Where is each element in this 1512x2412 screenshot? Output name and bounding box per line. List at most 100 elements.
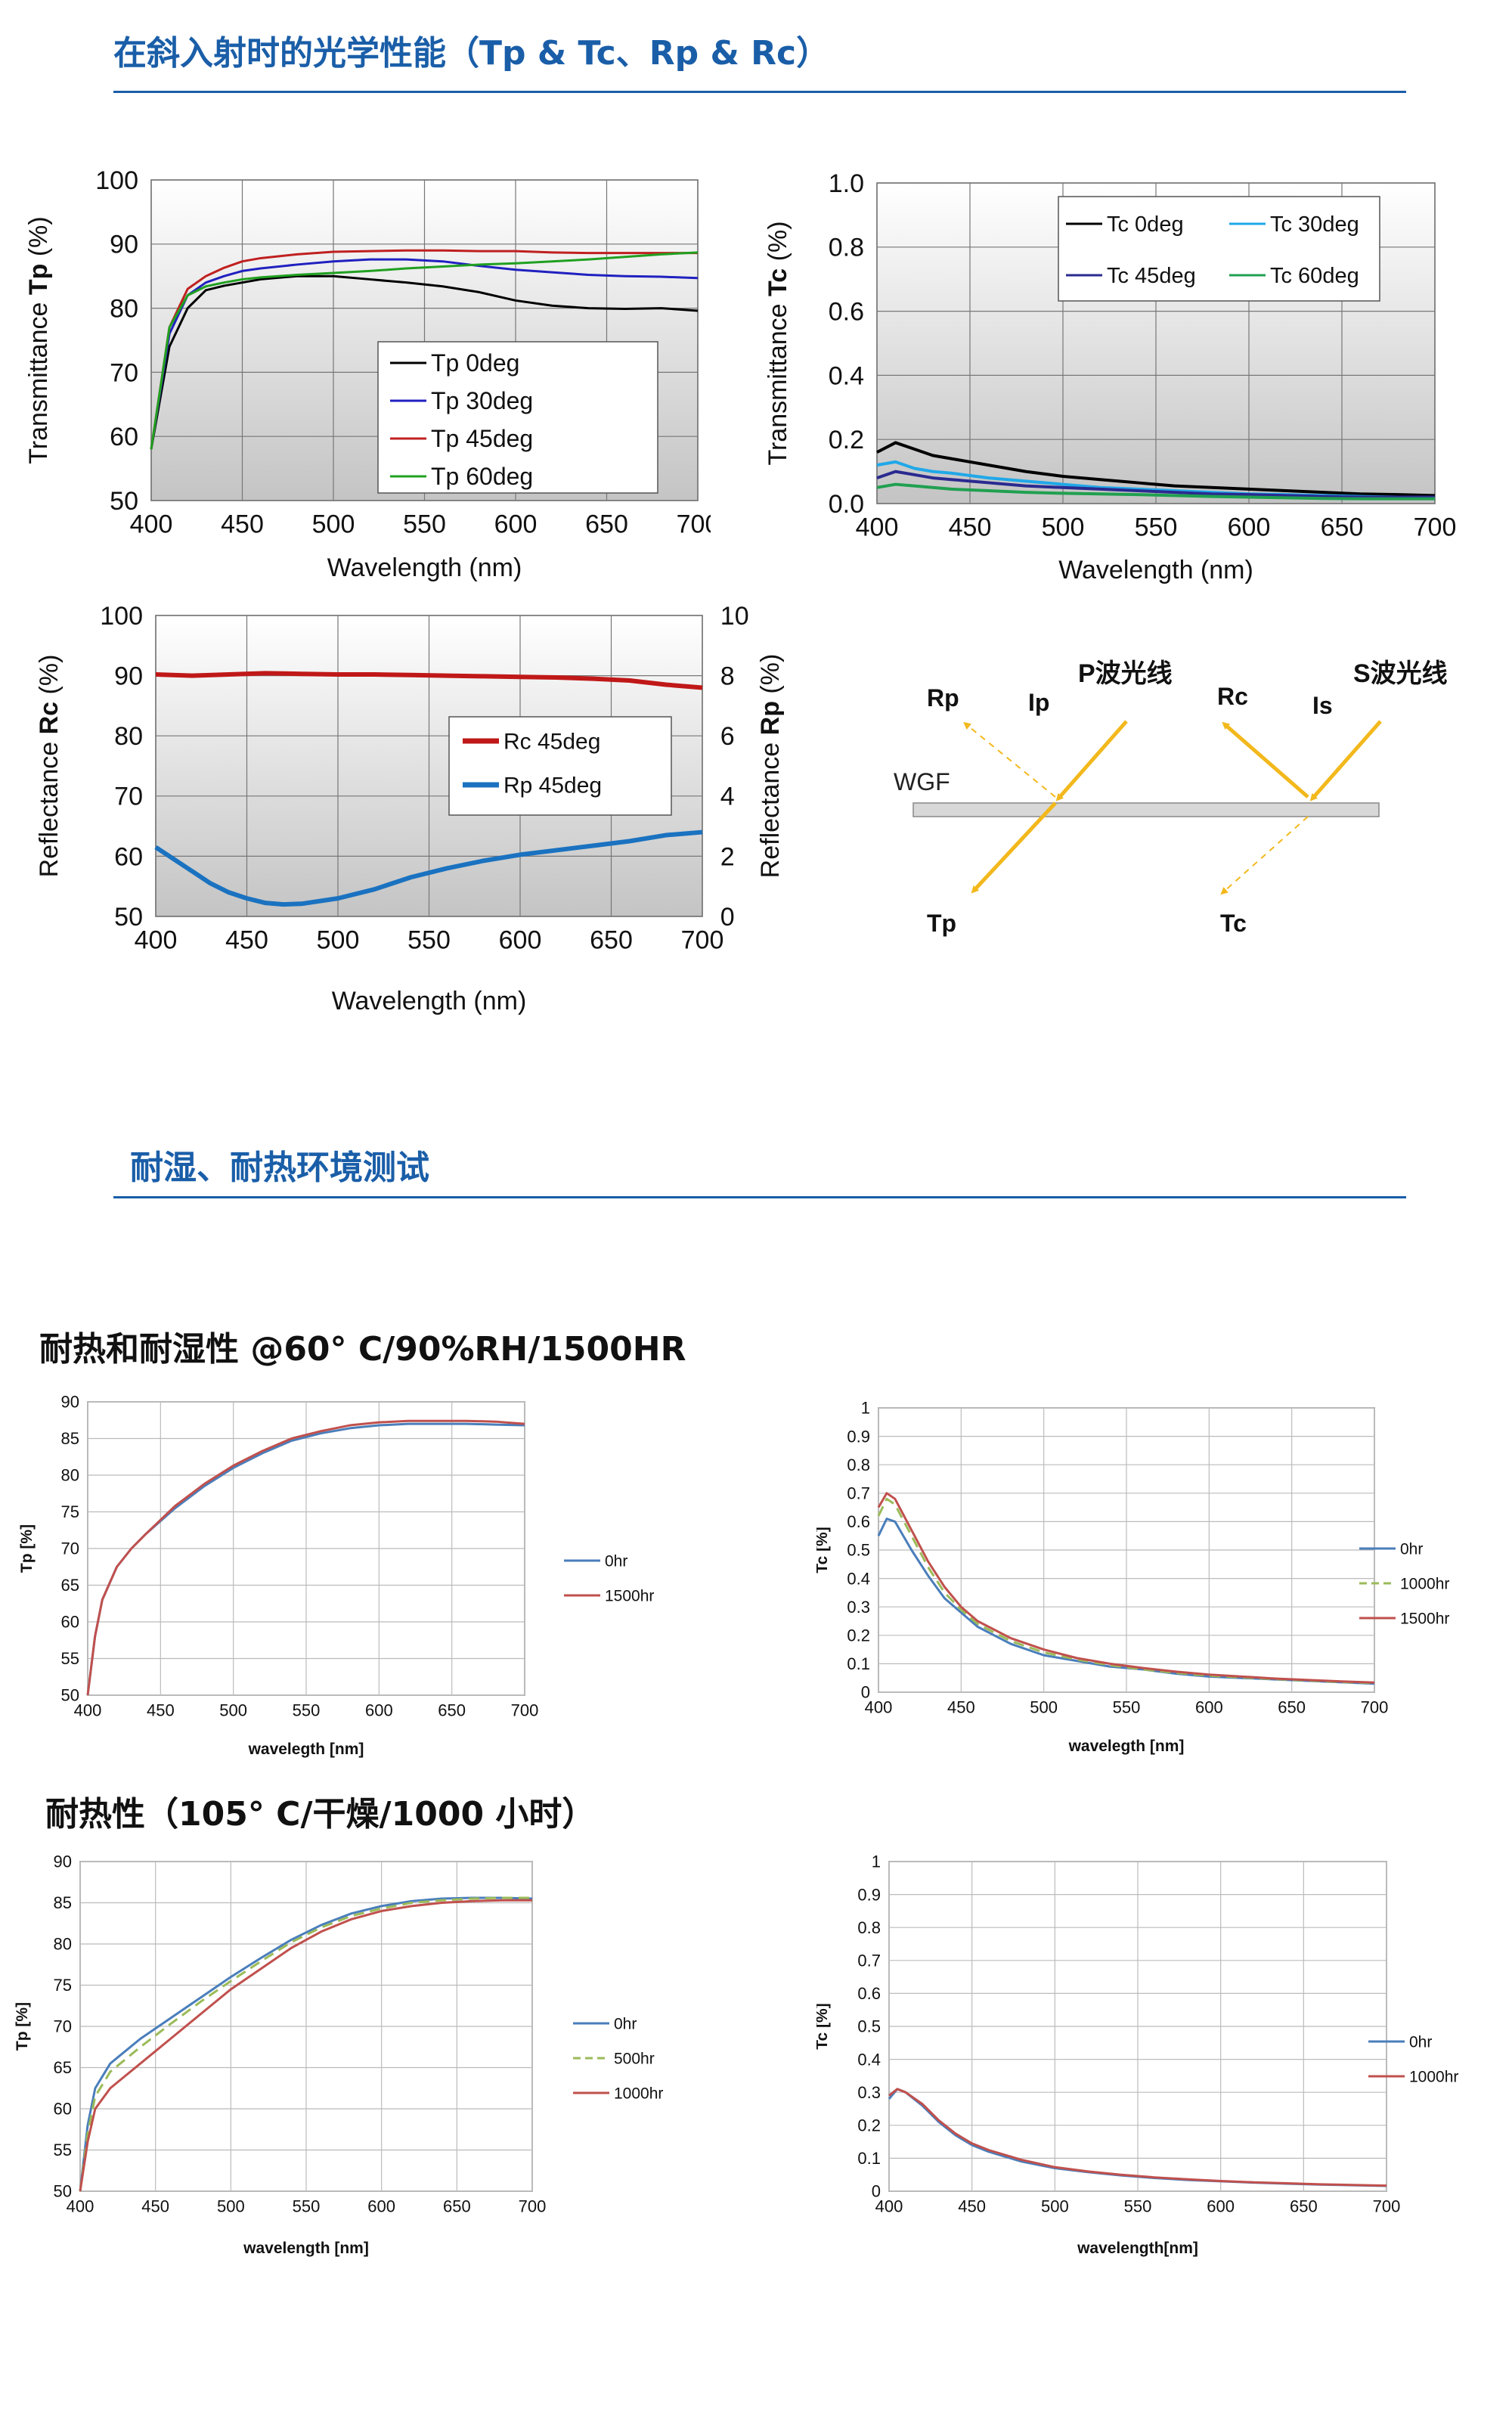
- y-axis-label: Tp [%]: [18, 1524, 36, 1573]
- series-line-tp-30deg: [150, 258, 699, 450]
- y-tick-label: 85: [54, 1893, 72, 1912]
- x-tick-label: 400: [135, 926, 178, 955]
- y-tick-label: 1: [872, 1852, 881, 1871]
- x-tick-label: 700: [1361, 1698, 1389, 1717]
- y-tick-label: 0.8: [847, 1456, 870, 1474]
- series-line-tp-45deg: [150, 249, 698, 450]
- legend-label: Tp 30deg: [431, 387, 533, 414]
- y-tick-label: 60: [54, 2100, 72, 2119]
- legend-box: [377, 341, 658, 494]
- y-tick-label: 0.1: [857, 2149, 881, 2168]
- series-line-tc-45deg: [876, 470, 1435, 499]
- y-tick-label: 50: [61, 1686, 79, 1705]
- x-tick-label: 450: [949, 513, 992, 542]
- y-tick-label: 0.5: [857, 2017, 881, 2036]
- legend-label: 500hr: [614, 2050, 655, 2067]
- x-tick-label: 400: [130, 510, 173, 539]
- y2-tick-label: 8: [720, 662, 735, 691]
- optics-section-title: 在斜入射时的光学性能（Tp & Tc、Rp & Rc）: [113, 34, 830, 73]
- x-tick-label: 700: [677, 510, 711, 539]
- x-axis-label: wavelegth [nm]: [248, 1741, 364, 1758]
- y-tick-label: 90: [54, 1852, 72, 1871]
- series-line-tp-60deg: [150, 251, 699, 450]
- x-tick-label: 650: [1278, 1698, 1306, 1717]
- x-tick-label: 600: [1207, 2197, 1235, 2216]
- y-tick-label: 1.0: [829, 169, 864, 198]
- y2-tick-label: 10: [720, 602, 749, 631]
- y-tick-label: 70: [114, 783, 143, 811]
- legend-label: Tc 45deg: [1107, 264, 1196, 288]
- y-axis-label: Tc [%]: [816, 2003, 831, 2049]
- x-tick-label: 500: [1042, 513, 1085, 542]
- x-tick-label: 600: [499, 926, 542, 955]
- y-tick-label: 0.2: [847, 1626, 870, 1645]
- tp-angle-chart: 400 450 500 550 600 650 700 50 60 70 80 90 100 Wavele…: [24, 166, 711, 582]
- legend-label: Rp 45deg: [503, 774, 602, 798]
- legend-label: 1500hr: [605, 1587, 654, 1604]
- legend-label: Rc 45deg: [503, 730, 600, 755]
- x-tick-label: 700: [1373, 2197, 1401, 2216]
- rp-label: Rp: [927, 684, 959, 712]
- wgf-plate: [912, 802, 1380, 817]
- y-tick-label: 80: [61, 1466, 79, 1485]
- x-tick-label: 700: [681, 926, 724, 955]
- x-tick-label: 600: [367, 2197, 395, 2216]
- y-tick-label: 60: [110, 423, 138, 451]
- wgf-label: WGF: [894, 768, 950, 795]
- y-tick-label: 1: [861, 1399, 870, 1418]
- tc-heat-chart: 400 450 500 550 600 650 700 0 0.1 0.2 0.3 0.4 0.5 0.6…: [816, 1852, 1458, 2257]
- x-tick-label: 550: [403, 510, 446, 539]
- x-tick-label: 600: [1228, 513, 1271, 542]
- tp-humid-chart: 400 450 500 550 600 650 700 50 55 60 65 70 75 80 85 90 w…: [18, 1393, 654, 1758]
- y-tick-label: 0.4: [847, 1569, 870, 1588]
- y-tick-label: 100: [95, 166, 138, 195]
- legend-label: 1500hr: [1400, 1610, 1449, 1627]
- p-light-label: P波光线: [1078, 659, 1173, 688]
- y-tick-label: 70: [54, 2017, 72, 2036]
- y-tick-label: 0.4: [829, 361, 864, 390]
- legend-label: 0hr: [1400, 1540, 1423, 1558]
- y-tick-label: 0.4: [857, 2050, 881, 2069]
- y-tick-label: 0.3: [847, 1598, 870, 1617]
- x-tick-label: 650: [1321, 513, 1364, 542]
- y-tick-label: 0.0: [829, 490, 864, 519]
- legend-label: Tp 0deg: [431, 349, 519, 377]
- x-tick-label: 500: [219, 1701, 247, 1720]
- x-tick-label: 700: [519, 2197, 547, 2216]
- x-tick-label: 650: [1290, 2197, 1318, 2216]
- legend-label: 1000hr: [614, 2085, 663, 2102]
- tc-angle-chart: 400 450 500 550 600 650 700 0.0 0.2 0.4 0.6 0.8 1.0 W…: [764, 169, 1456, 584]
- tp-heat-chart: 400 450 500 550 600 650 700 50 55 60 65 70 75 80 85 90 w…: [14, 1852, 663, 2257]
- x-tick-label: 650: [438, 1701, 466, 1720]
- x-tick-label: 500: [1041, 2197, 1069, 2216]
- y-axis-label: Transmittance Tp (%): [24, 216, 53, 463]
- x-tick-label: 450: [147, 1701, 175, 1720]
- rp-rc-chart: 400 450 500 550 600 650 700 50 60 70 80 90 100 0 2 4 6 8 1…: [35, 602, 785, 1015]
- y2-tick-label: 0: [720, 903, 735, 932]
- y-tick-label: 90: [61, 1393, 79, 1412]
- x-axis-label: Wavelength (nm): [1058, 556, 1253, 584]
- tp-label: Tp: [927, 910, 956, 937]
- x-tick-label: 600: [1195, 1698, 1223, 1717]
- x-tick-label: 400: [865, 1698, 893, 1717]
- ip-incident-arrow: [1055, 720, 1128, 801]
- y-tick-label: 100: [100, 602, 143, 631]
- x-tick-label: 400: [67, 2197, 94, 2216]
- legend-label: 1000hr: [1400, 1575, 1449, 1592]
- series-line-1500hr: [86, 1419, 525, 1696]
- legend-box: [1058, 196, 1380, 302]
- x-tick-label: 450: [221, 510, 264, 539]
- y-tick-label: 0.6: [829, 298, 864, 327]
- legend-label: Tc 60deg: [1270, 264, 1359, 288]
- x-tick-label: 400: [74, 1701, 102, 1720]
- series-line-tc-0deg: [876, 441, 1436, 498]
- env-section-rule: [113, 1196, 1406, 1198]
- x-axis-label: wavelegth [nm]: [1068, 1738, 1185, 1755]
- y-tick-label: 60: [61, 1613, 79, 1632]
- x-tick-label: 550: [1124, 2197, 1152, 2216]
- series-line-rp-45deg: [154, 829, 703, 907]
- legend-label: 0hr: [1409, 2033, 1432, 2051]
- env-section-title: 耐湿、耐热环境测试: [130, 1149, 429, 1187]
- y-axis-label: Transmittance Tc (%): [764, 221, 792, 465]
- y-tick-label: 50: [110, 487, 138, 516]
